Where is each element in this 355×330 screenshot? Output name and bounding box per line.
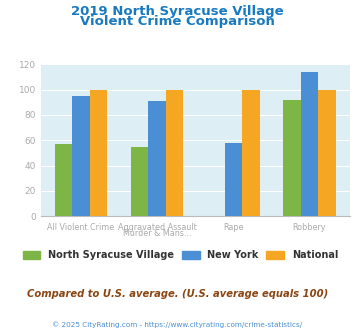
Text: Rape: Rape	[223, 223, 244, 232]
Bar	[72, 96, 90, 216]
Bar	[55, 144, 72, 216]
Text: Aggravated Assault: Aggravated Assault	[118, 223, 197, 232]
Bar	[301, 72, 318, 216]
Bar	[166, 90, 184, 216]
Legend: North Syracuse Village, New York, National: North Syracuse Village, New York, Nation…	[19, 246, 342, 264]
Bar	[148, 101, 166, 216]
Bar	[242, 90, 260, 216]
Text: Robbery: Robbery	[293, 223, 326, 232]
Text: © 2025 CityRating.com - https://www.cityrating.com/crime-statistics/: © 2025 CityRating.com - https://www.city…	[53, 322, 302, 328]
Bar	[225, 143, 242, 216]
Text: 2019 North Syracuse Village: 2019 North Syracuse Village	[71, 5, 284, 18]
Text: Murder & Mans...: Murder & Mans...	[123, 229, 191, 238]
Bar	[318, 90, 335, 216]
Bar	[283, 100, 301, 216]
Text: Compared to U.S. average. (U.S. average equals 100): Compared to U.S. average. (U.S. average …	[27, 289, 328, 299]
Text: Violent Crime Comparison: Violent Crime Comparison	[80, 15, 275, 28]
Bar	[131, 147, 148, 216]
Bar	[90, 90, 107, 216]
Text: All Violent Crime: All Violent Crime	[48, 223, 115, 232]
